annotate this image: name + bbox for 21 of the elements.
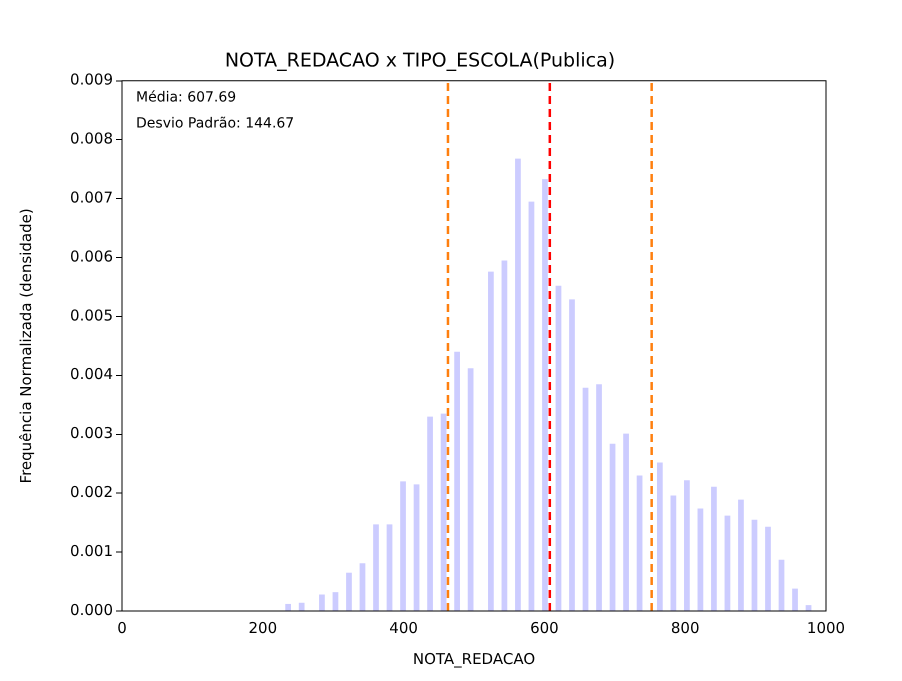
y-tick-label: 0.004 — [70, 365, 113, 384]
annotation: Média: 607.69 — [136, 89, 236, 106]
chart-title: NOTA_REDACAO x TIPO_ESCOLA(Publica) — [224, 49, 616, 72]
annotation: Desvio Padrão: 144.67 — [136, 115, 294, 132]
y-tick-label: 0.003 — [70, 424, 113, 442]
x-tick-label: 800 — [670, 618, 700, 637]
x-tick-label: 200 — [248, 618, 278, 637]
x-tick-label: 0 — [117, 618, 127, 637]
y-tick-label: 0.009 — [70, 70, 113, 89]
y-tick-label: 0.005 — [70, 306, 113, 324]
x-axis-title: NOTA_REDACAO — [412, 650, 536, 668]
y-tick-label: 0.001 — [70, 542, 113, 560]
y-tick-label: 0.008 — [70, 130, 113, 148]
y-tick-label: 0.007 — [70, 188, 113, 207]
y-tick-label: 0.002 — [70, 483, 113, 502]
y-tick-label: 0.000 — [70, 600, 113, 619]
x-tick-label: 600 — [530, 618, 559, 637]
x-tick-label: 1000 — [806, 618, 846, 637]
y-axis-title: Frequência Normalizada (densidade) — [16, 208, 35, 484]
y-tick-label: 0.006 — [70, 247, 113, 266]
x-tick-label: 400 — [389, 618, 418, 637]
